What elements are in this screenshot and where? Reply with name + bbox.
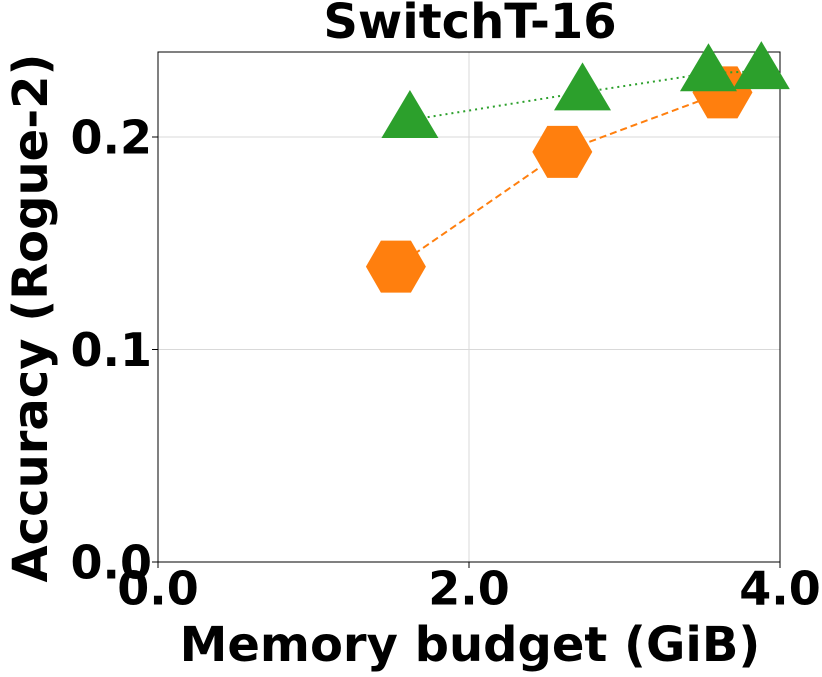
y-tick-label: 0.1 — [71, 323, 153, 377]
series-line — [395, 91, 723, 268]
y-axis-label: Accuracy (Rogue-2) — [3, 54, 59, 583]
marker — [365, 240, 426, 293]
plot-frame — [157, 51, 781, 563]
marker — [679, 43, 737, 92]
x-axis-label: Memory budget (GiB) — [180, 617, 761, 673]
chart-title: SwitchT-16 — [323, 0, 616, 50]
marker — [554, 62, 612, 111]
marker — [732, 41, 790, 90]
marker — [532, 125, 593, 178]
x-tick-label: 4.0 — [739, 562, 821, 616]
marker — [381, 90, 439, 138]
y-tick-label: 0.0 — [71, 536, 153, 590]
x-tick-label: 0.0 — [117, 562, 199, 616]
y-tick-label: 0.2 — [71, 111, 153, 165]
x-tick-label: 2.0 — [428, 562, 510, 616]
